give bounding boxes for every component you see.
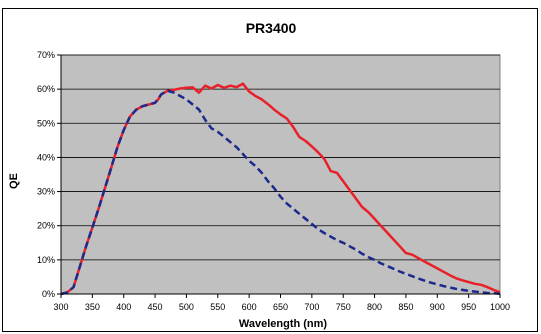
y-tick-label: 50% [37,118,55,128]
series-layer [60,82,501,296]
plot-area [60,54,501,295]
y-tick-label: 70% [37,50,55,60]
x-tick-label: 400 [116,302,131,312]
x-tick-label: 550 [210,302,225,312]
chart-title: PR3400 [246,20,297,36]
x-tick-label: 600 [242,302,257,312]
y-tick-label: 0% [42,289,55,299]
y-tick-label: 60% [37,84,55,94]
axes: 0% 10% 20% 30% 40% 50% 60% 70% 300 350 400 450 500 55… [37,50,510,312]
x-tick-label: 500 [179,302,194,312]
x-tick-label: 800 [367,302,382,312]
y-tick-label: 30% [37,187,55,197]
y-tick-label: 20% [37,221,55,231]
x-tick-label: 900 [430,302,445,312]
qe-chart: PR3400 0% 10% 20% 30% 40% 50% 60% 70% 300 350 400 4… [8,20,510,330]
x-tick-label: 850 [398,302,413,312]
x-tick-label: 650 [273,302,288,312]
y-axis-title: QE [8,173,20,189]
series-line-dashed [60,89,501,296]
y-tick-label: 10% [37,255,55,265]
x-tick-label: 950 [461,302,476,312]
y-tick-label: 40% [37,152,55,162]
chart-frame: PR3400 0% 10% 20% 30% 40% 50% 60% 70% 300 350 400 4… [2,8,538,332]
x-tick-label: 1000 [490,302,510,312]
gridlines [61,54,500,261]
x-tick-label: 750 [336,302,351,312]
x-tick-label: 350 [85,302,100,312]
x-axis-title: Wavelength (nm) [239,318,328,330]
x-tick-label: 450 [148,302,163,312]
x-tick-label: 700 [304,302,319,312]
x-tick-label: 300 [53,302,68,312]
